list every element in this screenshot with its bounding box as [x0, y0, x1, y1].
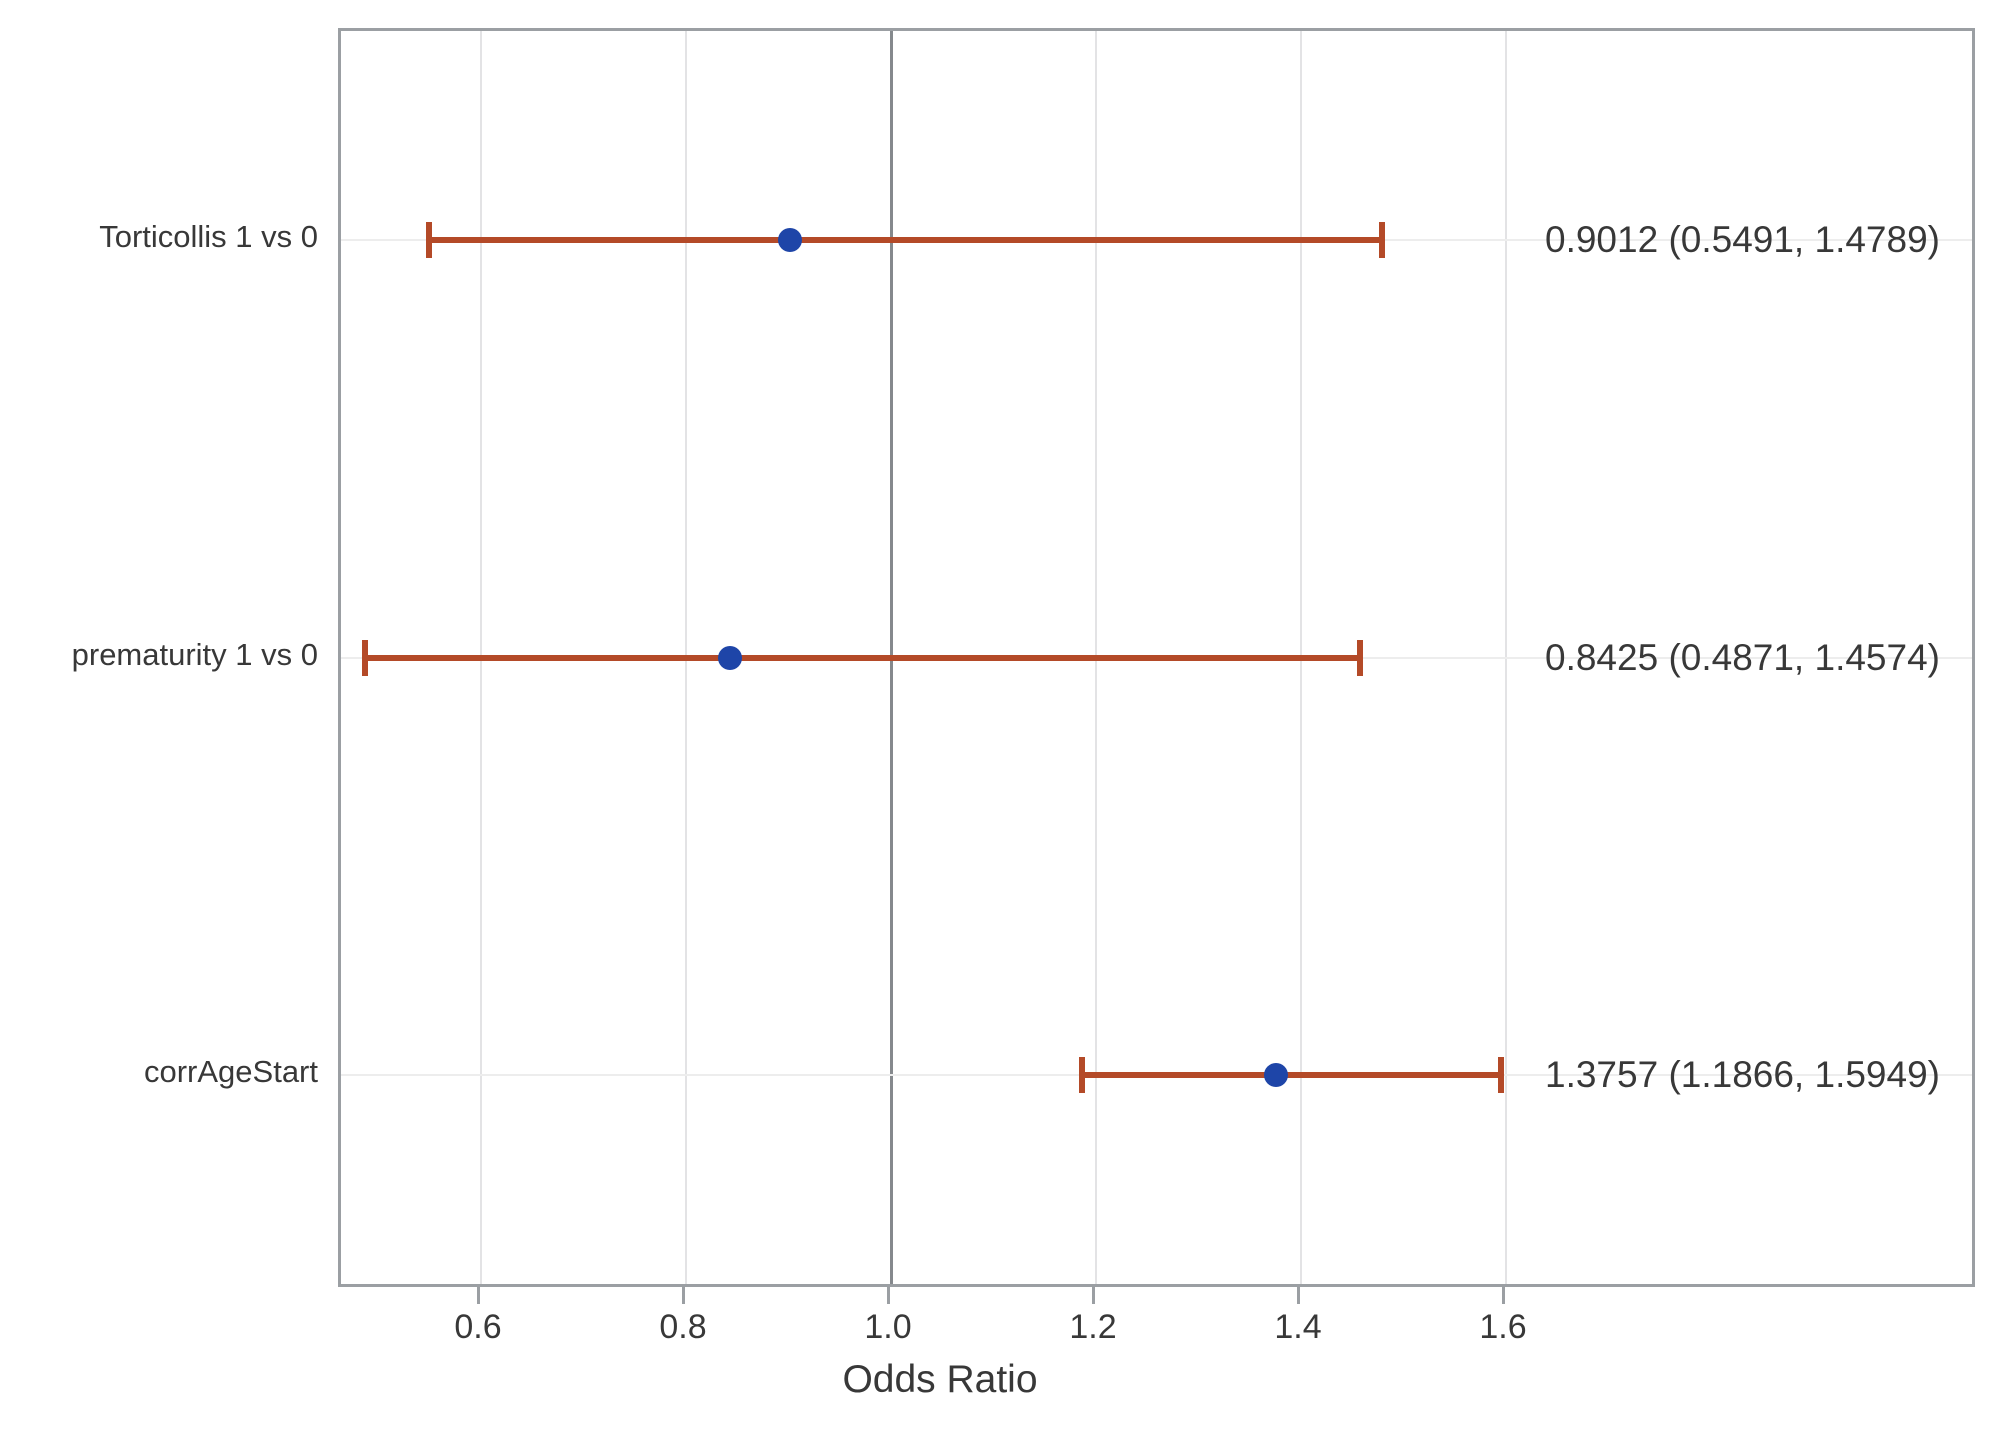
- estimate-dot: [1264, 1063, 1289, 1088]
- x-tick-label: 1.0: [864, 1308, 912, 1346]
- x-axis-label: Odds Ratio: [842, 1358, 1038, 1401]
- ci-cap-left: [1079, 1057, 1086, 1094]
- estimate-dot: [717, 645, 742, 670]
- x-tick-label: 0.6: [454, 1308, 502, 1346]
- ci-line: [428, 236, 1382, 243]
- ci-cap-left: [362, 639, 369, 676]
- ci-cap-right: [1497, 1057, 1504, 1094]
- ci-line: [365, 654, 1360, 661]
- estimate-dot: [777, 227, 802, 252]
- x-tick-mark: [886, 1284, 890, 1304]
- x-tick-mark: [476, 1284, 480, 1304]
- row-label: Torticollis 1 vs 0: [99, 218, 318, 254]
- ci-cap-left: [425, 221, 432, 258]
- ci-cap-right: [1378, 221, 1385, 258]
- x-tick-mark: [1091, 1284, 1095, 1304]
- x-tick-mark: [681, 1284, 685, 1304]
- x-tick-label: 1.2: [1069, 1308, 1117, 1346]
- x-tick-label: 1.6: [1479, 1308, 1527, 1346]
- row-label: prematurity 1 vs 0: [71, 636, 318, 672]
- row-label: corrAgeStart: [143, 1054, 318, 1090]
- ci-cap-right: [1356, 639, 1363, 676]
- estimate-annotation: 1.3757 (1.1866, 1.5949): [1545, 1054, 1940, 1096]
- estimate-annotation: 0.8425 (0.4871, 1.4574): [1545, 636, 1940, 678]
- plot-area: 0.9012 (0.5491, 1.4789) 0.8425 (0.4871, 1…: [338, 28, 1975, 1287]
- x-tick-mark: [1296, 1284, 1300, 1304]
- ci-line: [1082, 1072, 1501, 1079]
- x-tick-mark: [1501, 1284, 1505, 1304]
- x-tick-label: 1.4: [1274, 1308, 1322, 1346]
- estimate-annotation: 0.9012 (0.5491, 1.4789): [1545, 218, 1940, 260]
- x-tick-label: 0.8: [659, 1308, 707, 1346]
